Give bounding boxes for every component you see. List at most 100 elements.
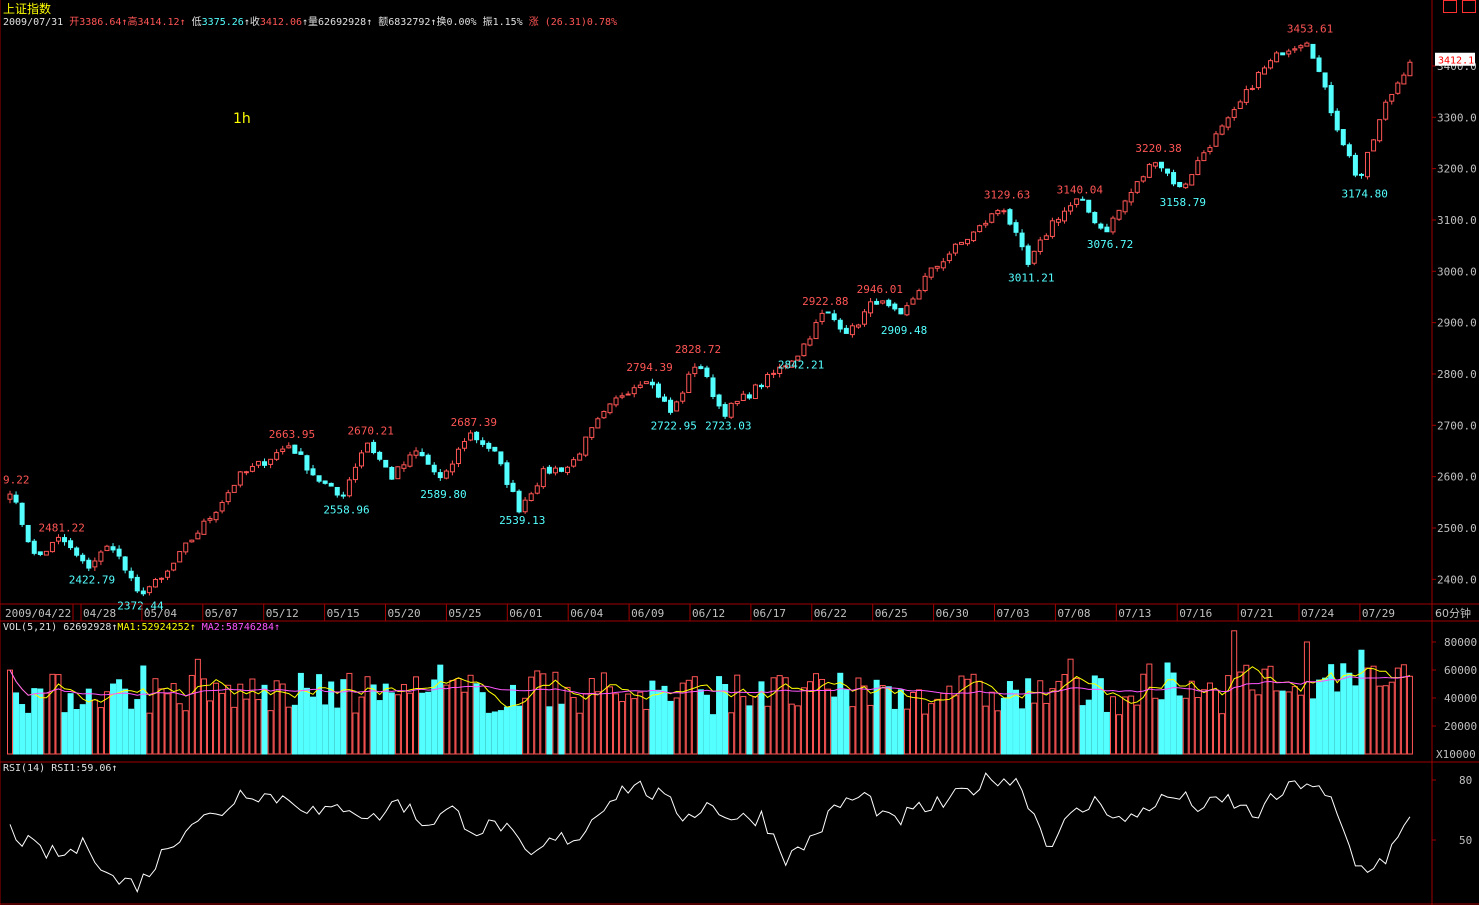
restore-icon[interactable] — [1443, 0, 1457, 13]
volume-bar-down — [1170, 672, 1177, 755]
candle-down — [316, 475, 322, 482]
candle-up — [631, 387, 637, 395]
candle-down — [1310, 43, 1316, 59]
candle-up — [1049, 220, 1055, 237]
volume-bar-down — [322, 704, 329, 755]
volume-bar-up — [982, 705, 989, 755]
volume-bar-up — [43, 692, 50, 755]
candle-down — [262, 461, 268, 466]
candle-down — [510, 482, 516, 492]
volume-bar-up — [1394, 667, 1401, 755]
candle-down — [1165, 168, 1171, 174]
date-label: 05/07 — [205, 607, 238, 620]
volume-bar-up — [170, 683, 177, 755]
volume-bar-up — [952, 695, 959, 755]
volume-bar-up — [825, 688, 832, 755]
volume-bar-up — [285, 706, 292, 755]
candle-up — [268, 458, 274, 465]
volume-bar-up — [279, 683, 286, 755]
candle-down — [419, 451, 425, 457]
candle-up — [274, 452, 280, 460]
candle-up — [1031, 250, 1037, 264]
volume-bar-down — [291, 704, 298, 755]
volume-bar-up — [940, 692, 947, 755]
low-annotation: 2723.03 — [705, 419, 751, 432]
candle-up — [171, 562, 177, 571]
candle-up — [407, 454, 413, 467]
volume-bar-up — [1382, 685, 1389, 755]
volume-bar-down — [37, 688, 44, 755]
volume-bar-down — [303, 687, 310, 755]
rsi1-label: RSI1: — [51, 763, 82, 774]
candle-up — [1377, 119, 1383, 142]
volume-bar-up — [1140, 673, 1147, 755]
volume-header: VOL(5,21) 62692928↑MA1:52924252↑ MA2:587… — [3, 622, 280, 633]
volume-bar-down — [73, 709, 80, 755]
volume-bar-up — [1152, 697, 1159, 755]
volume-bar-up — [867, 704, 874, 755]
volume-bar-down — [122, 688, 129, 755]
candle-up — [565, 466, 571, 474]
price-tick-label: 3000.0 — [1437, 265, 1477, 278]
rsi1-polyline — [9, 772, 1411, 894]
candle-up — [219, 501, 225, 512]
volume-bar-down — [667, 700, 674, 755]
volume-bar-up — [1134, 704, 1141, 755]
candle-up — [1110, 217, 1116, 233]
date-label: 06/01 — [509, 607, 542, 620]
volume-bar-up — [1376, 685, 1383, 755]
candle-down — [758, 384, 764, 388]
volume-bar-down — [649, 680, 656, 755]
volume-bar-up — [806, 681, 813, 755]
volume-bar-down — [722, 684, 729, 755]
volume-bar-down — [128, 708, 135, 755]
price-tick-label: 3100.0 — [1437, 214, 1477, 227]
candle-down — [1025, 245, 1031, 265]
candle-down — [1086, 199, 1092, 213]
close-icon[interactable] — [1462, 0, 1476, 13]
candle-down — [1007, 209, 1013, 225]
candle-up — [468, 432, 474, 441]
candle-up — [280, 448, 286, 452]
up-arrow-icon: ↑ — [430, 17, 437, 28]
price-tick-label: 2800.0 — [1437, 368, 1477, 381]
volume-bar-up — [267, 710, 274, 755]
candle-up — [1304, 42, 1310, 47]
volume-bar-up — [1297, 694, 1304, 755]
volume-bar-up — [861, 685, 868, 755]
volume-bar-down — [897, 689, 904, 755]
volume-bar-up — [970, 673, 977, 755]
rsi-tick-label: 50 — [1459, 834, 1472, 847]
candle-up — [195, 532, 201, 540]
volume-bar-up — [946, 685, 953, 755]
candlestick-series — [7, 41, 1413, 597]
volume-ma2-line — [9, 669, 1410, 697]
volume-bar-down — [1309, 698, 1316, 755]
volume-bar-up — [909, 691, 916, 755]
candle-down — [116, 548, 122, 557]
up-arrow-icon: ↑ — [189, 622, 196, 633]
volume-bar-up — [237, 683, 244, 755]
low-annotation: 3174.80 — [1341, 188, 1387, 201]
candle-down — [492, 446, 498, 452]
candle-down — [831, 313, 837, 321]
volume-bar-up — [619, 701, 626, 755]
volume-bar-up — [637, 691, 644, 755]
volume-bar-up — [691, 676, 698, 755]
volume-bar-up — [55, 674, 62, 755]
price-axis: 3400.03300.03200.03100.03000.02900.02800… — [1432, 52, 1477, 586]
candle-up — [152, 579, 158, 588]
candle-up — [1201, 152, 1207, 162]
price-tick-label: 3300.0 — [1437, 111, 1477, 124]
low-annotation: 2539.13 — [499, 514, 545, 527]
candle-up — [643, 381, 649, 385]
volume-bar-up — [231, 706, 238, 755]
volume-bar-down — [843, 689, 850, 755]
volume-bar-up — [1031, 702, 1038, 755]
candle-up — [1237, 101, 1243, 109]
volume-bar-up — [782, 677, 789, 755]
low-annotation: 3076.72 — [1087, 238, 1133, 251]
date-label: 05/25 — [448, 607, 481, 620]
candle-up — [686, 373, 692, 394]
